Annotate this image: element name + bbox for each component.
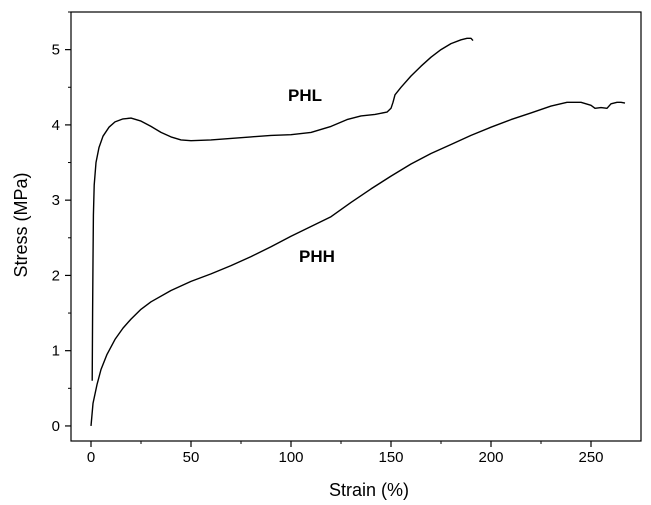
y-tick-label: 3 (52, 192, 60, 209)
x-tick-label: 100 (278, 449, 303, 466)
x-tick-label: 50 (183, 449, 200, 466)
y-tick-label: 0 (52, 418, 60, 435)
x-tick-label: 0 (87, 449, 95, 466)
y-tick-label: 1 (52, 343, 60, 360)
x-tick-label: 200 (478, 449, 503, 466)
series-line-phl (91, 37, 474, 381)
x-tick-label: 250 (578, 449, 603, 466)
y-tick-label: 2 (52, 267, 60, 284)
plot-area-border (70, 11, 642, 442)
y-axis-ticks: 0 1 2 3 4 5 (52, 11, 71, 435)
x-axis-label: Strain (%) (329, 480, 409, 500)
x-axis-ticks: 0 50 100 150 200 250 (87, 441, 604, 466)
y-tick-label: 5 (52, 42, 60, 59)
series-layer (90, 37, 626, 426)
series-annotation-phl: PHL (288, 86, 322, 105)
plot-frame (70, 11, 642, 442)
y-axis-label: Stress (MPa) (11, 172, 31, 277)
annotation-layer: PHL PHH (288, 86, 335, 266)
series-annotation-phh: PHH (299, 247, 335, 266)
x-tick-label: 150 (378, 449, 403, 466)
y-tick-label: 4 (52, 117, 60, 134)
series-line-phh (90, 101, 626, 426)
